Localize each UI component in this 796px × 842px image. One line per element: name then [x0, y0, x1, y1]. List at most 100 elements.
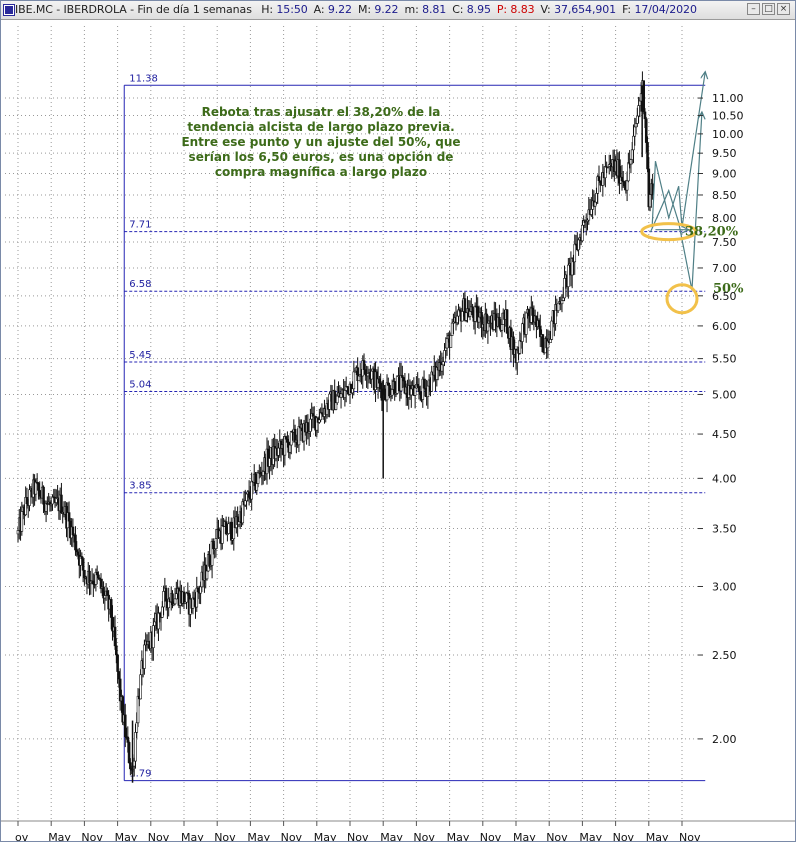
- header-field-label: H:: [261, 3, 274, 16]
- candle-body: [473, 305, 477, 322]
- candle-body: [126, 736, 130, 743]
- candle-body: [648, 194, 652, 208]
- candle-body: [224, 521, 228, 535]
- header-field-label: m:: [404, 3, 419, 16]
- fib-level-label: 1.79: [129, 769, 151, 780]
- highlight-label: 38,20%: [685, 225, 739, 240]
- candle-body: [450, 322, 454, 336]
- candle-body: [560, 300, 564, 305]
- candle-body: [286, 438, 289, 443]
- candle-body: [153, 621, 156, 626]
- price-chart[interactable]: 11.387.716.585.455.043.851.79 38,20%50% …: [1, 20, 795, 841]
- candle-body: [289, 431, 293, 446]
- candle-body: [335, 395, 339, 404]
- candle-body: [390, 389, 394, 396]
- candle-body: [60, 494, 63, 514]
- x-tick-label: Nov: [613, 831, 635, 841]
- candle-body: [250, 480, 253, 500]
- candle-body: [521, 323, 524, 342]
- annotation-line: serían los 6,50 euros, es una opción de: [189, 150, 454, 164]
- candle-body: [71, 526, 75, 536]
- candle-body: [76, 551, 80, 556]
- candle-body: [527, 309, 531, 317]
- candle-body: [409, 388, 413, 396]
- candle-body: [136, 695, 140, 724]
- candle-body: [638, 100, 642, 106]
- candle-body: [16, 530, 20, 535]
- candle-body: [109, 599, 113, 618]
- candle-body: [440, 364, 444, 372]
- candle-body: [212, 540, 215, 550]
- header-fields: H: 15:50 A: 9.22 M: 9.22 m: 8.81 C: 8.95 P: 8…: [255, 3, 697, 16]
- candle-body: [81, 558, 85, 571]
- close-button[interactable]: ×: [777, 3, 790, 15]
- y-tick-label: 10.00: [712, 128, 744, 141]
- candle-body: [620, 176, 624, 182]
- header-field-value: 8.81: [418, 3, 447, 16]
- candle-body: [632, 135, 635, 151]
- chart-app-icon: [4, 5, 14, 15]
- header-field: H: 15:50: [261, 3, 307, 16]
- candle-body: [134, 732, 137, 762]
- y-tick-label: 3.00: [712, 580, 737, 593]
- candle-body: [261, 471, 265, 476]
- header-field-value: 8.95: [463, 3, 491, 16]
- title-bar: IBE.MC - IBERDROLA - Fin de día 1 semana…: [1, 1, 795, 20]
- candle-body: [393, 381, 396, 395]
- candle-body: [243, 500, 247, 506]
- header-field-value: 9.22: [324, 3, 352, 16]
- x-tick-label: Nov: [347, 831, 369, 841]
- candle-body: [445, 338, 449, 349]
- candle-body: [441, 361, 445, 366]
- x-tick-label: Nov: [81, 831, 103, 841]
- candle-body: [245, 493, 248, 502]
- maximize-button[interactable]: □: [762, 3, 775, 15]
- candle-body: [227, 523, 230, 534]
- y-tick-label: 2.00: [712, 733, 737, 746]
- header-field-label: A:: [313, 3, 325, 16]
- minimize-button[interactable]: –: [747, 3, 760, 15]
- candle-body: [97, 574, 100, 579]
- candle-body: [388, 385, 391, 397]
- candle-body: [477, 316, 481, 323]
- candle-body: [25, 497, 29, 505]
- candle-body: [116, 654, 119, 672]
- candle-body: [644, 118, 648, 143]
- candle-body: [297, 426, 301, 446]
- candle-body: [205, 570, 209, 580]
- y-tick-label: 5.00: [712, 388, 737, 401]
- candle-body: [637, 105, 640, 117]
- candle-body: [494, 313, 497, 321]
- candle-body: [643, 111, 647, 120]
- candle-body: [157, 612, 160, 630]
- x-tick-label: ov: [15, 831, 29, 841]
- candle-body: [524, 312, 528, 335]
- highlight-ellipse: [640, 222, 698, 242]
- candle-body: [123, 714, 127, 738]
- candle-body: [164, 587, 168, 602]
- candle-body: [498, 316, 501, 327]
- x-tick-label: Nov: [546, 831, 568, 841]
- annotation-line: tendencia alcista de largo plazo previa.: [187, 120, 454, 134]
- candle-body: [214, 538, 218, 550]
- candle-body: [255, 483, 259, 491]
- candle-body: [593, 201, 597, 207]
- fib-level-label: 6.58: [129, 279, 151, 290]
- candle-body: [627, 162, 630, 182]
- candle-body: [505, 309, 509, 334]
- candle-body: [563, 278, 566, 299]
- header-field-value: 17/04/2020: [631, 3, 697, 16]
- candle-body: [500, 324, 504, 331]
- candle-body: [364, 369, 367, 375]
- y-tick-label: 2.50: [712, 649, 737, 662]
- y-tick-label: 9.50: [712, 147, 737, 160]
- candlesticks: [16, 71, 654, 783]
- header-field: m: 8.81: [404, 3, 446, 16]
- y-tick-label: 8.00: [712, 212, 737, 225]
- projection-arrow: [649, 112, 701, 291]
- highlight-label: 50%: [713, 282, 744, 297]
- candle-body: [20, 511, 24, 532]
- candle-body: [413, 387, 417, 396]
- x-tick-label: Nov: [281, 831, 303, 841]
- candle-body: [642, 80, 645, 113]
